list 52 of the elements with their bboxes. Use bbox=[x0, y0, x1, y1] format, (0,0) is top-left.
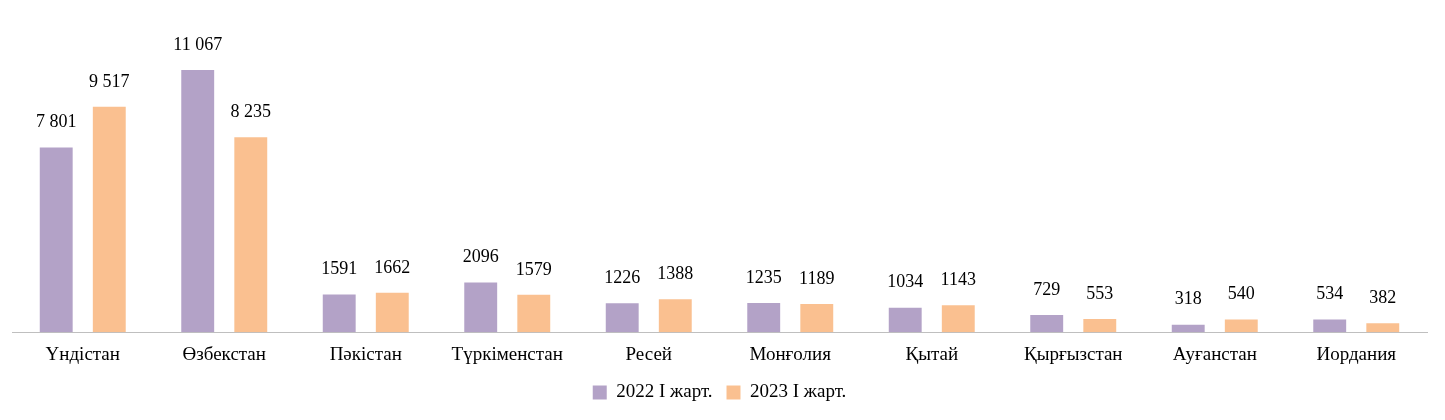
bar bbox=[181, 70, 215, 333]
x-tick-label: Монғолия bbox=[749, 342, 832, 364]
bar bbox=[658, 299, 692, 333]
data-label: 729 bbox=[1033, 278, 1061, 299]
data-label: 1591 bbox=[321, 258, 358, 279]
data-label: 553 bbox=[1086, 282, 1114, 303]
bar bbox=[1083, 319, 1117, 333]
data-label: 1189 bbox=[799, 267, 835, 288]
bar bbox=[92, 106, 126, 333]
x-tick-label: Қырғызстан bbox=[1023, 342, 1123, 364]
data-label: 1226 bbox=[604, 266, 641, 287]
data-label: 1388 bbox=[657, 263, 694, 284]
data-label: 11 067 bbox=[173, 33, 223, 54]
bar bbox=[322, 294, 356, 333]
bar bbox=[941, 305, 975, 333]
x-tick-label: Ресей bbox=[625, 342, 672, 364]
bar bbox=[517, 294, 551, 333]
data-label: 1662 bbox=[374, 256, 411, 277]
bar bbox=[1030, 314, 1064, 333]
x-tick-label: Қытай bbox=[905, 342, 959, 364]
data-label: 1034 bbox=[887, 271, 924, 292]
x-tick-label: Өзбекстан bbox=[182, 342, 266, 364]
x-tick-label: Түркіменстан bbox=[451, 342, 563, 364]
bar bbox=[1171, 324, 1205, 333]
data-label: 382 bbox=[1369, 286, 1397, 307]
bar bbox=[464, 282, 498, 333]
legend-label: 2023 І жарт. bbox=[750, 380, 847, 402]
x-tick-label: Үндістан bbox=[45, 342, 120, 364]
x-tick-label: Иордания bbox=[1316, 342, 1397, 364]
bar bbox=[888, 307, 922, 333]
x-tick-label: Пәкістан bbox=[329, 342, 402, 364]
bar bbox=[39, 147, 73, 333]
bar bbox=[800, 304, 834, 333]
bar bbox=[1313, 319, 1347, 333]
data-label: 1579 bbox=[515, 258, 552, 279]
bar bbox=[234, 137, 268, 333]
bar bbox=[1224, 319, 1258, 333]
data-label: 7 801 bbox=[35, 111, 77, 132]
data-label: 318 bbox=[1174, 288, 1202, 309]
bar bbox=[605, 303, 639, 333]
bar bbox=[375, 292, 409, 333]
data-label: 534 bbox=[1316, 283, 1344, 304]
data-label: 2096 bbox=[462, 246, 499, 267]
legend-label: 2022 І жарт. bbox=[616, 380, 713, 402]
data-label: 1143 bbox=[940, 268, 976, 289]
x-tick-label: Ауғанстан bbox=[1172, 342, 1257, 364]
bar bbox=[1366, 323, 1400, 333]
data-label: 1235 bbox=[745, 266, 782, 287]
bar bbox=[747, 302, 781, 333]
data-label: 540 bbox=[1227, 283, 1255, 304]
data-label: 8 235 bbox=[230, 100, 272, 121]
data-label: 9 517 bbox=[89, 70, 130, 91]
